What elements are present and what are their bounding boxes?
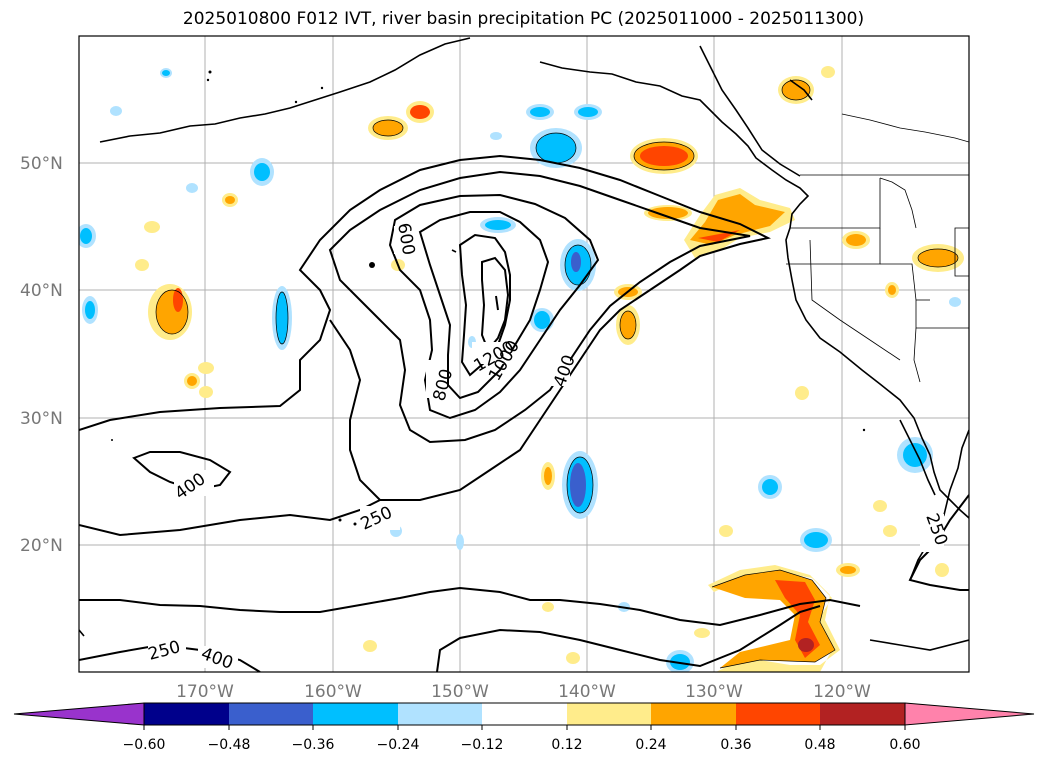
contour-250-lower [79,499,381,537]
lon-label-130w: 130°W [685,682,743,702]
colorbar-tick-10: 0.60 [889,737,920,753]
colorbar-bin-2 [229,703,313,725]
islands [111,70,866,526]
colorbar-tick-7: 0.24 [635,737,666,753]
colorbar-tick-5: −0.12 [461,737,504,753]
longitude-labels: 170°W 160°W 150°W 140°W 130°W 120°W [176,682,871,702]
lon-label-170w: 170°W [176,682,234,702]
contour-250-east [908,494,969,591]
lat-label-30: 30°N [20,409,63,429]
colorbar-tick-1: −0.60 [123,737,166,753]
colorbar-tick-2: −0.48 [208,737,251,753]
contour-400-south-b [436,605,821,672]
colorbar-bin-8 [736,703,820,725]
colorbar-bin-6 [567,703,651,725]
ivt-contours [79,154,969,672]
positive-anomaly-patch-south [708,565,840,672]
contour-400 [328,170,751,444]
lon-label-150w: 150°W [431,682,489,702]
positive-anomaly-patch-a [630,138,698,174]
colorbar-tick-4: −0.24 [377,737,420,753]
colorbar-bin-1 [144,703,229,725]
colorbar-bin-7 [651,703,736,725]
colorbar-tick-3: −0.36 [292,737,335,753]
positive-anomaly-patch-small [135,66,964,664]
map-frame [78,35,970,673]
gridlines [79,36,969,672]
latitude-labels: 50°N 40°N 30°N 20°N [20,154,63,556]
colorbar-bin-5 [482,703,567,725]
colorbar-extend-high [904,702,1035,726]
lon-label-140w: 140°W [558,682,616,702]
colorbar-bin-3 [313,703,398,725]
lon-label-120w: 120°W [813,682,871,702]
contour-400-west [132,451,232,492]
contour-800 [418,211,550,400]
colorbar-extend-low [13,702,145,726]
map-title: 2025010800 F012 IVT, river basin precipi… [182,9,865,29]
lat-label-40: 40°N [20,281,63,301]
contour-600 [388,193,600,420]
colorbar-tick-8: 0.36 [720,737,751,753]
contour-250-south [79,586,861,627]
colorbar-bin-9 [820,703,905,725]
colorbar-bin-4 [398,703,482,725]
contour-1200-core [495,295,499,311]
lat-label-20: 20°N [20,536,63,556]
colorbar-tick-9: 0.48 [804,737,835,753]
colorbar: −0.60 −0.48 −0.36 −0.24 −0.12 0.12 0.24 … [13,702,1035,753]
positive-anomaly-patch-b [644,205,692,221]
contour-1200 [480,256,510,352]
contour-250-outer [79,154,771,501]
coastlines [79,37,969,651]
political-borders [786,113,969,383]
lon-label-160w: 160°W [304,682,362,702]
lat-label-50: 50°N [20,154,63,174]
colorbar-tick-6: 0.12 [551,737,582,753]
